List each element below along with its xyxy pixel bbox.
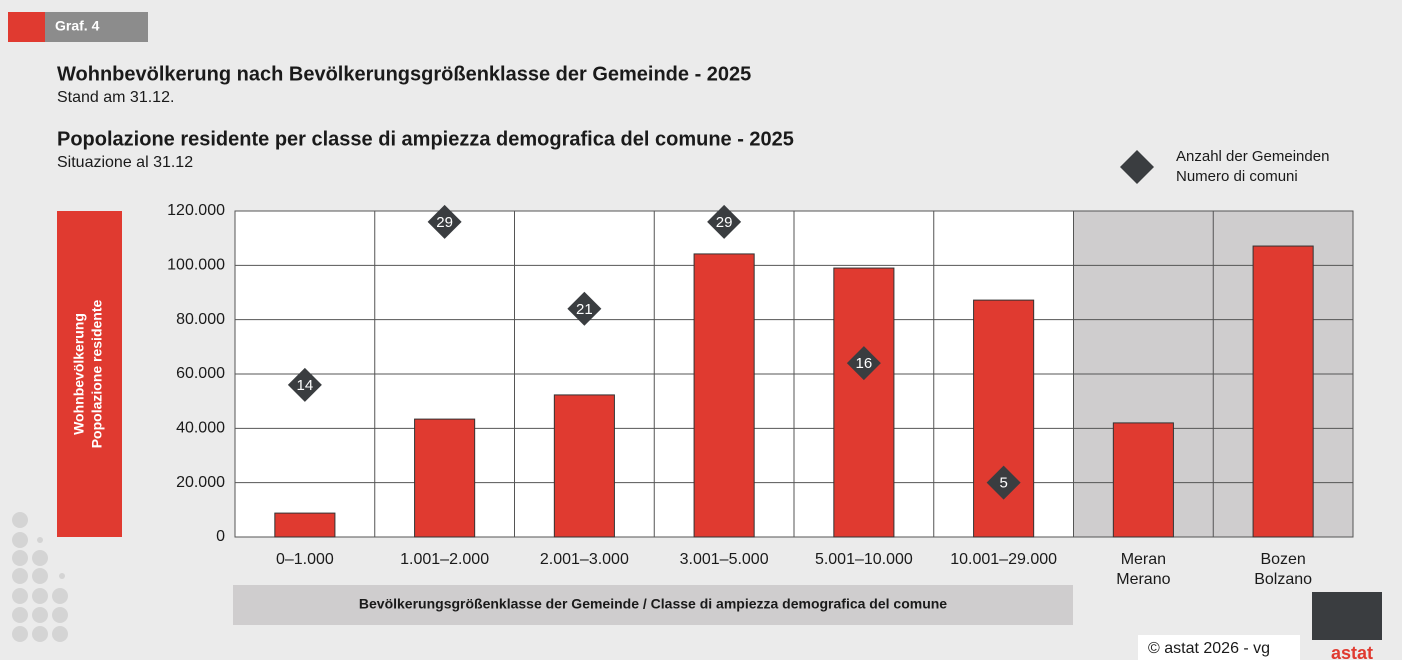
tag: Graf. 4	[55, 18, 100, 34]
diamond-marker	[567, 291, 602, 326]
x-tick-label: 3.001–5.000	[680, 551, 769, 568]
y-tick-label: 100.000	[167, 257, 225, 274]
diamond-marker	[427, 204, 462, 239]
chart-subtitle-it: Situazione al 31.12	[57, 154, 193, 171]
y-label-line: Wohnbevölkerung	[71, 313, 87, 435]
y-tick-label: 0	[216, 528, 225, 545]
chart-subtitle: Stand am 31.12.	[57, 89, 174, 106]
data-label: 29	[716, 214, 733, 231]
bar	[1112, 422, 1174, 538]
y-tick-label: 60.000	[176, 365, 225, 382]
footer-box	[1138, 635, 1300, 660]
bar	[1252, 245, 1314, 538]
x-tick-label: 0–1.000	[276, 551, 334, 568]
data-label: 29	[436, 214, 453, 231]
x-tick-label: 2.001–3.000	[540, 551, 629, 568]
y-label-box	[57, 211, 122, 537]
diamond-marker	[287, 367, 322, 402]
x-tick-label: 5.001–10.000	[815, 551, 913, 568]
tag-box	[45, 12, 148, 42]
bar	[833, 267, 895, 538]
chart-title: Wohnbevölkerung nach Bevölkerungsgrößenk…	[57, 63, 751, 85]
diamond-marker	[707, 204, 742, 239]
footer: © astat 2026 - vg	[1148, 640, 1270, 657]
y-tick-label: 40.000	[176, 420, 225, 437]
bar	[693, 253, 755, 538]
decor-dots	[12, 512, 68, 642]
chart-title-it: Popolazione residente per classe di ampi…	[57, 128, 794, 150]
y-tick-label: 80.000	[176, 311, 225, 328]
data-label: 14	[297, 377, 314, 394]
x-label-box	[233, 585, 1073, 625]
bar	[553, 394, 615, 538]
logo-map	[1312, 592, 1382, 640]
bar	[414, 418, 476, 538]
x-tick-label: 10.001–29.000	[950, 551, 1057, 568]
y-tick-label: 120.000	[167, 202, 225, 219]
x-label: Bevölkerungsgrößenklasse der Gemeinde / …	[359, 596, 947, 612]
data-label: 16	[856, 355, 873, 372]
plot-frame	[234, 210, 1354, 538]
data-label: 5	[999, 475, 1007, 492]
legend-marker	[1120, 150, 1154, 184]
legend-label: Numero di comuni	[1176, 168, 1298, 185]
diamond-marker	[846, 346, 881, 381]
x-tick-label: 1.001–2.000	[400, 551, 489, 568]
logo: astat	[1331, 643, 1373, 660]
y-tick-label: 20.000	[176, 474, 225, 491]
x-tick-label: Meran Merano	[1116, 551, 1170, 588]
y-label-line: Popolazione residente	[89, 299, 105, 448]
x-tick-label: Bozen Bolzano	[1254, 551, 1312, 588]
data-label: 21	[576, 301, 593, 318]
legend-label: Anzahl der Gemeinden	[1176, 148, 1329, 165]
bar	[973, 299, 1035, 538]
diamond-marker	[986, 465, 1021, 500]
y-label: Wohnbevölkerung Popolazione residente	[71, 299, 105, 448]
bar	[274, 512, 336, 538]
tag-red	[8, 12, 45, 42]
